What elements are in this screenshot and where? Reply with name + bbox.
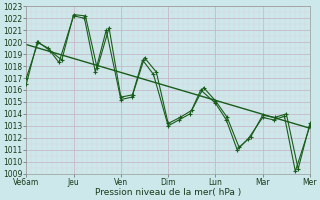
X-axis label: Pression niveau de la mer( hPa ): Pression niveau de la mer( hPa ) [95, 188, 241, 197]
